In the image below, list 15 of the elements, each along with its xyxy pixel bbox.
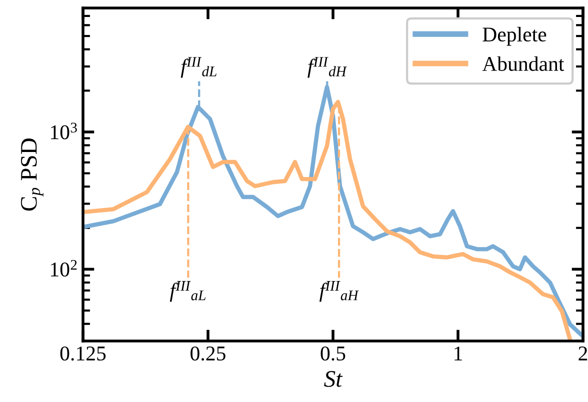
- x-tick-label: 0.25: [190, 346, 226, 361]
- ref-line-label: f$^{III}$$_{dL}$: [180, 57, 216, 78]
- legend-label: Abundant: [482, 56, 564, 71]
- legend-label: Deplete: [482, 26, 546, 46]
- x-tick-label: 1: [454, 346, 462, 360]
- y-axis-title: C$_{p}$ PSD: [20, 138, 44, 211]
- x-tick-label: 2: [578, 346, 588, 360]
- y-tick-label: 10$^{2}$: [51, 260, 77, 277]
- x-tick-label: 0.125: [60, 346, 106, 361]
- x-tick-label: 0.5: [320, 346, 346, 361]
- ref-line-label: f$^{III}$$_{dH}$: [308, 57, 347, 78]
- y-tick-label: 10$^{3}$: [51, 122, 77, 140]
- x-axis-title: St: [324, 371, 343, 387]
- ref-line-label: f$^{III}$$_{aH}$: [319, 281, 359, 302]
- ref-line-label: f$^{III}$$_{aL}$: [170, 281, 206, 302]
